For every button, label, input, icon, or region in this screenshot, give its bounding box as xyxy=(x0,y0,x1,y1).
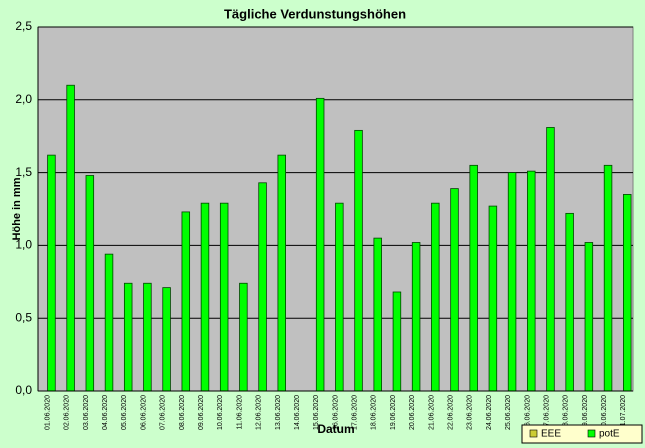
legend-box xyxy=(521,424,643,444)
bar xyxy=(47,154,56,392)
legend-swatch xyxy=(529,429,538,438)
bar xyxy=(66,84,75,392)
bar xyxy=(603,164,613,392)
bar xyxy=(181,211,191,392)
x-tick-label: 07.06.2020 xyxy=(160,395,167,430)
x-tick-label: 11.06.2020 xyxy=(236,395,243,430)
bar xyxy=(315,97,325,392)
x-tick-label: 04.06.2020 xyxy=(102,395,109,430)
legend-label: potE xyxy=(599,429,620,440)
chart-title: Tägliche Verdunstungshöhen xyxy=(224,6,406,21)
x-tick-label: 30.06.2020 xyxy=(601,395,608,430)
x-tick-label: 26.06.2020 xyxy=(524,395,531,430)
x-tick-label: 24.06.2020 xyxy=(486,395,493,430)
x-tick-label: 14.06.2020 xyxy=(294,395,301,430)
bar xyxy=(373,237,382,392)
x-axis-label: Datum xyxy=(317,422,354,436)
bar xyxy=(450,188,459,392)
x-tick-label: 03.06.2020 xyxy=(83,395,90,430)
x-tick-label: 20.06.2020 xyxy=(409,395,416,430)
bar xyxy=(162,287,171,392)
x-tick-label: 12.06.2020 xyxy=(256,395,263,430)
bar xyxy=(469,164,478,392)
y-tick-label: 2,5 xyxy=(15,19,32,33)
bar xyxy=(507,172,517,392)
bar xyxy=(85,175,95,392)
bar xyxy=(200,202,210,392)
bar xyxy=(219,202,229,392)
x-tick-label: 13.06.2020 xyxy=(275,395,282,430)
x-tick-label: 17.06.2020 xyxy=(352,395,359,430)
bar xyxy=(123,282,133,392)
x-tick-label: 16.06.2020 xyxy=(332,395,339,430)
x-tick-label: 28.06.2020 xyxy=(563,395,570,430)
bar xyxy=(584,242,594,392)
y-axis-label: Höhe in mm xyxy=(11,177,23,240)
x-tick-label: 10.06.2020 xyxy=(217,395,224,430)
bar xyxy=(277,154,286,392)
x-tick-label: 02.06.2020 xyxy=(64,395,71,430)
bar xyxy=(623,194,632,392)
x-tick-label: 21.06.2020 xyxy=(428,395,435,430)
bar xyxy=(565,212,574,392)
legend-swatch xyxy=(587,429,596,438)
x-tick-label: 22.06.2020 xyxy=(448,395,455,430)
x-tick-label: 18.06.2020 xyxy=(371,395,378,430)
bar xyxy=(354,129,363,392)
y-tick-label: 0,5 xyxy=(15,310,32,324)
x-tick-label: 05.06.2020 xyxy=(121,395,128,430)
y-tick-label: 2,0 xyxy=(15,92,32,106)
bar xyxy=(258,182,267,392)
bar xyxy=(143,282,152,392)
y-tick-label: 1,5 xyxy=(15,165,32,179)
bar xyxy=(431,202,440,392)
bar xyxy=(411,242,421,392)
x-tick-label: 01.06.2020 xyxy=(44,395,51,430)
x-tick-label: 01.07.2020 xyxy=(620,395,627,430)
x-tick-label: 29.06.2020 xyxy=(582,395,589,430)
bar xyxy=(335,202,344,392)
bar xyxy=(239,282,248,392)
x-tick-label: 19.06.2020 xyxy=(390,395,397,430)
x-tick-label: 15.06.2020 xyxy=(313,395,320,430)
legend-label: EEE xyxy=(541,429,561,440)
y-tick-label: 0,0 xyxy=(15,383,32,397)
y-tick-label: 1,0 xyxy=(15,238,32,252)
x-tick-label: 25.06.2020 xyxy=(505,395,512,430)
bar xyxy=(527,170,536,392)
bar xyxy=(392,291,402,392)
x-tick-label: 27.06.2020 xyxy=(543,395,550,430)
bar xyxy=(488,205,498,392)
x-tick-label: 08.06.2020 xyxy=(179,395,186,430)
x-tick-label: 06.06.2020 xyxy=(140,395,147,430)
bar xyxy=(546,127,555,392)
bar xyxy=(104,253,114,392)
x-tick-label: 23.06.2020 xyxy=(467,395,474,430)
x-tick-label: 09.06.2020 xyxy=(198,395,205,430)
